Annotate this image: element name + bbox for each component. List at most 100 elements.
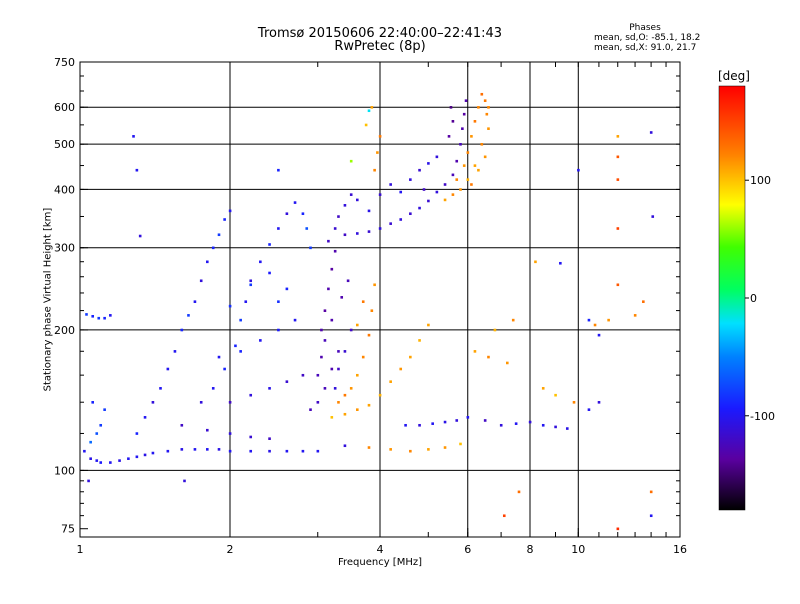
data-point [443,446,447,449]
data-point [367,446,371,449]
data-point [293,318,297,322]
data-point [464,99,468,102]
data-point [418,206,421,210]
data-point [483,99,487,102]
data-point [323,339,327,342]
data-point [367,403,371,407]
data-point [485,112,489,116]
data-point [87,479,90,483]
data-point [249,435,253,439]
data-point [470,183,473,186]
data-point [316,401,320,404]
data-point [593,323,597,327]
data-point [511,318,515,322]
stats-line-o: mean, sd,O: -85.1, 18.2 [594,33,701,43]
data-point [103,408,106,411]
data-point [651,215,655,218]
data-point [223,367,226,371]
y-tick-label: 200 [54,324,75,337]
data-point [409,449,412,453]
data-point [487,127,490,130]
data-point [541,423,545,427]
data-point [211,246,215,250]
data-point [259,339,262,342]
data-point [159,387,162,390]
data-point [103,316,106,320]
data-point [370,309,374,312]
data-point [343,233,347,237]
y-tick-label: 75 [61,523,75,536]
data-point [459,188,462,191]
data-point [455,419,459,422]
data-point [127,457,130,461]
colorbar-tick-label: 0 [750,292,757,305]
data-point [323,387,327,390]
data-point [367,333,371,337]
data-point [187,314,190,317]
data-point [228,209,232,213]
data-point [554,425,557,429]
colorbar-label: [deg] [718,69,750,83]
data-point [135,432,139,435]
data-point [340,296,344,299]
data-point [301,449,305,453]
data-point [151,451,155,455]
data-point [616,283,620,287]
data-point [587,318,591,322]
data-point [487,106,490,109]
data-point [277,168,280,172]
data-point [309,408,312,411]
data-point [109,314,112,317]
data-point [389,183,392,186]
data-point [239,318,242,322]
colorbar-tick-label: -100 [750,410,775,423]
data-point [89,457,92,461]
data-point [244,300,248,303]
data-point [316,373,320,377]
data-point [483,419,487,422]
data-point [151,401,155,404]
data-point [239,350,242,353]
data-point [427,323,430,327]
data-point [528,420,532,424]
data-point [330,416,334,419]
data-point [480,142,484,146]
data-point [205,260,209,264]
data-point [143,416,147,419]
data-point [355,323,359,327]
data-point [389,448,392,451]
y-axis-label: Stationary phase Virtual Height [km] [42,207,54,392]
data-point [217,448,221,451]
data-point [180,328,184,332]
data-point [466,178,470,181]
data-point [559,261,562,265]
data-point [228,449,232,453]
data-point [228,304,232,308]
data-point [427,162,430,165]
x-tick-label: 16 [673,543,687,556]
data-point [378,393,382,397]
data-point [409,178,412,181]
data-point [309,246,312,250]
data-point [99,461,103,464]
data-point [285,380,289,383]
data-point [364,123,368,127]
colorbar [718,85,746,511]
data-point [343,393,347,397]
data-point [259,260,262,264]
data-point [462,112,466,116]
data-point [470,135,473,138]
data-point [199,279,203,283]
data-point [173,350,177,353]
data-point [277,300,280,303]
data-point [180,423,184,427]
data-point [534,260,537,264]
y-tick-label: 600 [54,101,75,114]
data-point [223,218,226,221]
data-point [337,215,340,218]
data-point [361,300,365,303]
colorbar-ticks-layer: 100 0 -100 [745,174,775,423]
data-point [473,350,477,353]
data-point [143,453,147,457]
